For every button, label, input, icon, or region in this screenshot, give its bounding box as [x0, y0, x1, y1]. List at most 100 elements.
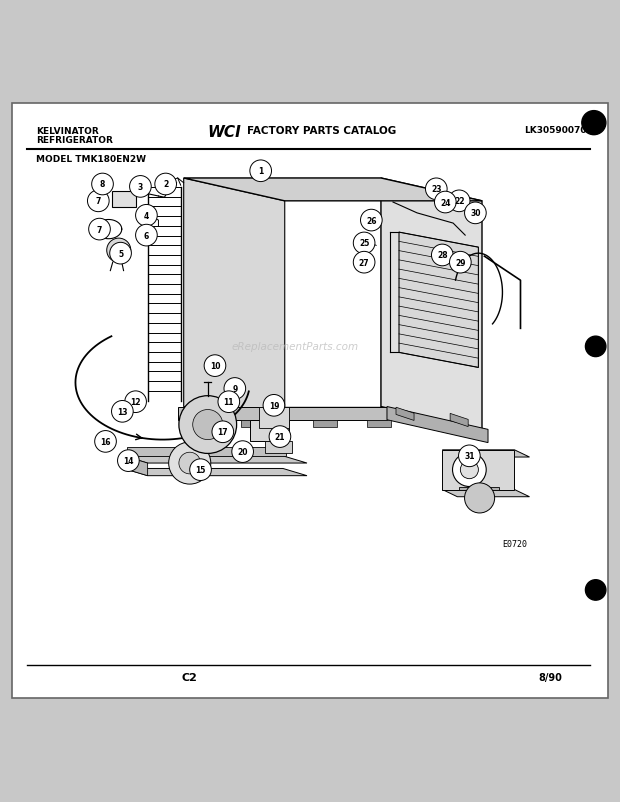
Polygon shape [367, 420, 391, 427]
Circle shape [582, 111, 606, 136]
Circle shape [464, 203, 486, 225]
Circle shape [360, 210, 382, 232]
Text: 21: 21 [275, 432, 285, 442]
Text: 29: 29 [455, 258, 466, 267]
Circle shape [453, 453, 486, 487]
Polygon shape [399, 233, 479, 368]
Circle shape [125, 391, 146, 413]
Circle shape [118, 450, 140, 472]
Text: 28: 28 [437, 251, 448, 260]
Polygon shape [459, 487, 500, 490]
Polygon shape [112, 192, 136, 208]
Circle shape [130, 176, 151, 198]
Circle shape [136, 205, 157, 227]
Circle shape [110, 243, 131, 265]
Text: FACTORY PARTS CATALOG: FACTORY PARTS CATALOG [247, 126, 396, 136]
Circle shape [136, 225, 157, 247]
Circle shape [169, 443, 211, 484]
Text: 23: 23 [431, 185, 441, 194]
Circle shape [112, 401, 133, 423]
Text: WCI: WCI [208, 124, 242, 140]
Circle shape [450, 252, 471, 273]
Circle shape [87, 191, 109, 213]
Text: REFRIGERATOR: REFRIGERATOR [37, 136, 113, 144]
Polygon shape [184, 179, 482, 201]
Text: 19: 19 [268, 401, 279, 411]
Circle shape [95, 431, 117, 452]
Text: 12: 12 [130, 398, 141, 407]
Text: 14: 14 [123, 456, 134, 465]
Circle shape [179, 396, 237, 454]
Text: 4: 4 [144, 212, 149, 221]
Text: 13: 13 [117, 407, 128, 416]
Text: 25: 25 [359, 239, 370, 248]
Text: 20: 20 [237, 448, 248, 456]
Text: 24: 24 [440, 198, 451, 207]
Polygon shape [259, 407, 289, 428]
Circle shape [585, 337, 606, 357]
Circle shape [461, 461, 479, 479]
Circle shape [448, 191, 470, 213]
Text: 8: 8 [100, 180, 105, 189]
Text: eReplacementParts.com: eReplacementParts.com [231, 342, 358, 352]
Circle shape [464, 484, 495, 513]
Polygon shape [313, 420, 337, 427]
Polygon shape [184, 179, 381, 407]
Text: 9: 9 [232, 384, 237, 394]
Text: 2: 2 [163, 180, 168, 189]
Circle shape [193, 410, 223, 440]
Text: KELVINATOR: KELVINATOR [37, 127, 99, 136]
Text: 26: 26 [366, 217, 376, 225]
Circle shape [155, 174, 177, 196]
Polygon shape [387, 407, 488, 443]
Text: 3: 3 [138, 183, 143, 192]
Circle shape [232, 441, 254, 463]
Text: LK30590070: LK30590070 [524, 126, 587, 135]
Polygon shape [178, 407, 387, 420]
Circle shape [459, 445, 481, 467]
Text: 5: 5 [118, 249, 123, 258]
Polygon shape [123, 456, 148, 476]
Circle shape [353, 233, 375, 254]
Polygon shape [396, 407, 414, 421]
Text: 17: 17 [218, 427, 228, 437]
Polygon shape [450, 414, 468, 427]
Circle shape [89, 219, 110, 241]
Circle shape [432, 245, 453, 266]
Text: 27: 27 [359, 258, 370, 267]
Text: 6: 6 [144, 231, 149, 241]
Circle shape [435, 192, 456, 213]
Text: 22: 22 [454, 197, 464, 206]
Polygon shape [442, 450, 515, 490]
Text: 7: 7 [95, 197, 101, 206]
Circle shape [212, 421, 234, 443]
Text: 10: 10 [210, 362, 220, 371]
Circle shape [353, 252, 375, 273]
Circle shape [250, 160, 272, 182]
Text: E0720: E0720 [502, 539, 528, 548]
Text: 15: 15 [195, 466, 206, 475]
Polygon shape [442, 450, 529, 457]
Text: C2: C2 [182, 673, 198, 683]
Text: 31: 31 [464, 452, 475, 461]
Text: 7: 7 [97, 225, 102, 234]
Polygon shape [241, 420, 265, 427]
Polygon shape [442, 490, 529, 497]
Circle shape [92, 174, 113, 196]
Polygon shape [123, 456, 307, 464]
Polygon shape [265, 442, 292, 454]
Circle shape [179, 452, 200, 474]
Circle shape [585, 580, 606, 601]
Circle shape [263, 395, 285, 416]
Text: 11: 11 [224, 398, 234, 407]
Text: 1: 1 [258, 167, 264, 176]
Polygon shape [126, 448, 286, 456]
Polygon shape [184, 420, 208, 427]
Polygon shape [123, 469, 307, 476]
Polygon shape [250, 420, 289, 442]
Circle shape [204, 355, 226, 377]
Polygon shape [184, 179, 285, 430]
Text: MODEL TMK180EN2W: MODEL TMK180EN2W [37, 155, 146, 164]
Circle shape [190, 460, 211, 481]
Circle shape [107, 239, 131, 263]
